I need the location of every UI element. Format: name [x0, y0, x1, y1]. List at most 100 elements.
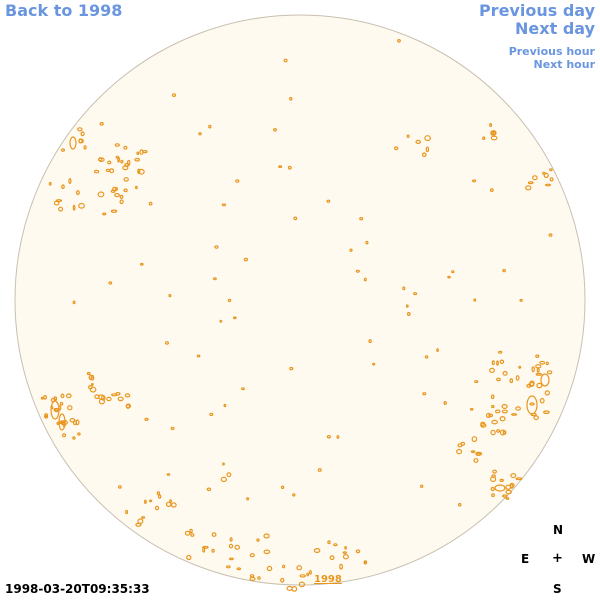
contour-mark: [509, 482, 515, 488]
contour-mark: [90, 383, 94, 386]
contour-mark: [501, 494, 508, 498]
contour-mark: [539, 397, 545, 404]
contour-mark: [48, 181, 52, 186]
contour-mark: [134, 185, 138, 190]
contour-mark: [57, 421, 63, 425]
contour-mark: [509, 378, 514, 384]
contour-mark: [475, 451, 483, 456]
contour-mark: [114, 193, 120, 198]
contour-mark: [533, 415, 540, 421]
contour-mark: [278, 165, 283, 169]
contour-mark: [363, 277, 367, 282]
compass-north: N: [553, 523, 564, 537]
compass-east: E: [521, 552, 530, 566]
contour-mark: [138, 168, 145, 175]
contour-mark: [549, 177, 554, 182]
contour-mark: [208, 124, 212, 129]
contour-mark: [540, 373, 550, 387]
contour-mark: [490, 476, 497, 483]
contour-mark: [109, 168, 115, 174]
contour-mark: [543, 410, 550, 415]
contour-mark: [363, 560, 367, 564]
contour-mark: [469, 407, 474, 411]
contour-mark: [289, 366, 294, 371]
contour-mark: [72, 204, 76, 211]
contour-mark: [420, 484, 424, 488]
contour-mark: [327, 540, 331, 545]
contour-mark: [78, 202, 85, 209]
contour-mark: [263, 533, 270, 539]
contour-mark: [65, 393, 72, 399]
contour-mark: [219, 319, 223, 323]
contour-mark: [491, 360, 495, 366]
contour-mark: [143, 499, 147, 504]
contour-mark: [186, 554, 192, 561]
contour-mark: [505, 497, 510, 500]
contour-mark: [492, 469, 498, 474]
contour-mark: [58, 206, 64, 212]
contour-mark: [212, 277, 217, 281]
contour-mark: [120, 159, 124, 164]
previous-day-link[interactable]: Previous day: [478, 1, 595, 20]
contour-mark: [283, 58, 288, 63]
contour-mark: [490, 486, 495, 492]
contour-mark: [50, 400, 60, 420]
contour-mark: [115, 391, 121, 396]
contour-mark: [249, 576, 256, 582]
contour-mark: [480, 423, 487, 428]
contour-mark: [198, 131, 202, 136]
contour-mark: [99, 121, 104, 126]
contour-mark: [75, 190, 80, 196]
contour-mark: [525, 185, 532, 191]
contour-mark: [515, 477, 523, 481]
contour-mark: [257, 576, 261, 580]
contour-mark: [491, 131, 495, 136]
contour-mark: [44, 413, 48, 418]
contour-mark: [548, 233, 553, 237]
contour-mark: [287, 165, 292, 170]
back-to-year-link[interactable]: Back to 1998: [5, 1, 123, 20]
contour-mark: [117, 485, 122, 489]
contour-mark: [491, 419, 498, 425]
contour-mark: [110, 209, 118, 213]
contour-mark: [126, 159, 131, 166]
contour-mark: [489, 188, 494, 193]
year-link[interactable]: 1998: [314, 574, 342, 585]
contour-mark: [139, 262, 144, 266]
contour-mark: [402, 286, 406, 291]
contour-mark: [206, 487, 212, 492]
contour-mark: [60, 393, 65, 399]
contour-mark: [394, 146, 399, 151]
contour-mark: [228, 557, 234, 561]
contour-mark: [336, 435, 340, 439]
contour-mark: [211, 548, 215, 553]
next-day-link[interactable]: Next day: [515, 19, 595, 38]
contour-mark: [397, 38, 401, 43]
contour-mark: [72, 420, 78, 426]
contour-mark: [499, 359, 505, 365]
contour-mark: [490, 429, 496, 436]
contour-mark: [470, 450, 476, 454]
contour-mark: [292, 493, 296, 497]
contour-mark: [226, 565, 231, 569]
contour-mark: [499, 416, 506, 422]
contour-mark: [532, 175, 538, 181]
contour-mark: [529, 402, 535, 406]
contour-mark: [168, 294, 172, 298]
contour-mark: [313, 547, 321, 553]
contour-mark: [457, 443, 463, 448]
contour-mark: [280, 577, 285, 583]
contour-mark: [496, 377, 501, 382]
contour-mark: [490, 394, 495, 400]
contour-mark: [489, 367, 495, 373]
previous-hour-link[interactable]: Previous hour: [508, 45, 595, 58]
contour-mark: [107, 160, 112, 165]
contour-mark: [166, 473, 171, 476]
next-hour-link[interactable]: Next hour: [533, 58, 596, 71]
contour-mark: [222, 462, 225, 466]
contour-mark: [111, 186, 117, 192]
contour-mark: [365, 240, 369, 245]
contour-mark: [123, 188, 128, 193]
contour-mark: [490, 404, 495, 409]
